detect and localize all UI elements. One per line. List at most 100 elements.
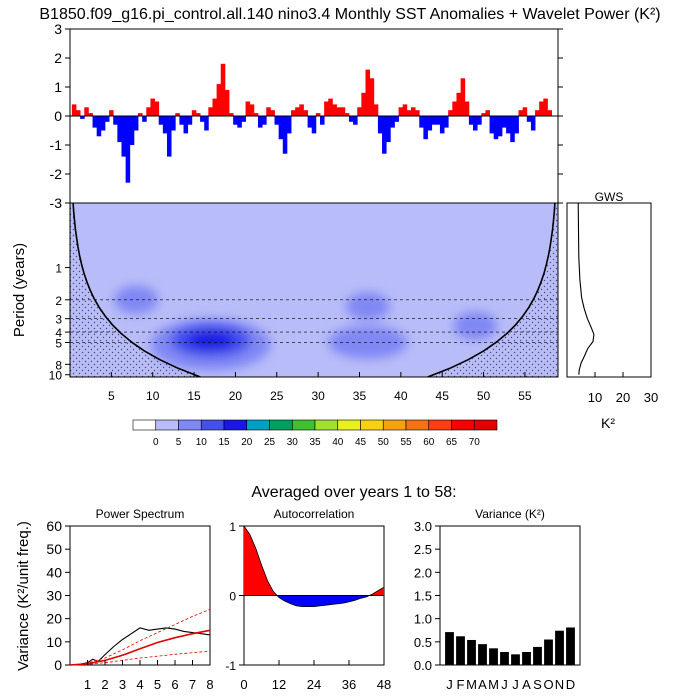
anomaly-bar [332,104,337,116]
variance-month-label: M [466,677,477,692]
variance-ytick-label: 2.0 [414,565,432,580]
anomaly-bar [510,116,515,143]
anomaly-bar [158,116,164,125]
anomaly-ytick-label: 0 [54,108,62,124]
anomaly-bar [361,92,366,116]
colorbar-label: 65 [446,437,458,448]
anomaly-bar [481,113,486,116]
wavelet-ytick-label: 2 [55,294,62,308]
power-spectrum-ytick-label: 30 [46,588,62,604]
anomaly-bar [386,116,391,143]
anomaly-bar [266,107,271,116]
colorbar-label: 55 [400,437,412,448]
anomaly-bar [220,63,226,116]
anomaly-bar [452,101,457,116]
anomaly-bar [191,110,197,116]
anomaly-bar [229,113,234,116]
anomaly-bar [348,116,354,122]
gws-xlabel: K² [601,415,615,431]
autocorrelation-positive-area [244,526,384,596]
wavelet-ylabel: Period (years) [11,243,28,337]
anomaly-bar [357,107,362,116]
anomaly-bar [444,116,449,128]
variance-bar [445,632,454,665]
anomaly-bar [187,116,193,125]
anomaly-bar [382,116,387,154]
anomaly-bar [179,116,184,125]
power-spectrum-xtick-label: 7 [189,677,196,692]
autocorrelation-xtick-label: 36 [342,677,356,692]
power-spectrum-frame [69,525,211,666]
wavelet-power-region [453,311,498,340]
anomaly-bar [154,101,160,116]
wavelet-xtick-label: 10 [146,389,160,403]
power-spectrum-xtick-label: 1 [84,677,91,692]
anomaly-bar [224,89,230,116]
colorbar-swatch [382,419,407,431]
wavelet-xtick-label: 30 [311,389,325,403]
cone-stipple-left [70,203,201,377]
anomaly-bar [299,104,304,116]
autocorrelation-ytick-label: -1 [225,659,236,673]
anomaly-bar [530,116,536,131]
variance-bar [533,646,542,665]
wavelet-xtick-label: 25 [270,389,284,403]
anomaly-ytick-label: 3 [54,21,62,37]
anomaly-bar [96,116,102,137]
anomaly-bar [377,116,383,134]
cone-of-influence-right [427,203,556,377]
anomaly-bar [245,101,251,116]
anomaly-bar [278,116,284,140]
anomaly-bar [415,110,420,116]
anomaly-bar [171,116,176,131]
anomaly-bar [448,110,453,116]
variance-panel: Variance (K²) J F M A M J J A S O N D0.00.51.01.52.… [414,507,581,692]
colorbar-swatch [155,419,179,431]
colorbar-label: 45 [355,437,367,448]
autocorrelation-ytick-label: 0 [229,590,236,604]
autocorrelation-xtick-label: 0 [240,677,247,692]
variance-bar [467,639,476,665]
anomaly-bar [468,116,474,125]
anomaly-bar [109,110,114,116]
gws-xtick-label: 30 [644,390,658,405]
wavelet-xtick-label: 50 [477,389,491,403]
anomaly-bar [489,116,495,134]
anomaly-bar [117,116,122,143]
variance-month-label: O [543,677,553,692]
wavelet-power-region [327,325,408,360]
anomaly-bar [497,116,503,137]
colorbar-swatch [428,419,452,431]
anomaly-bar [460,78,466,116]
anomaly-panel: 3 2 1 0 -1 -2 -3 [50,21,563,211]
gws-xtick-label: 10 [588,390,602,405]
power-spectrum-xtick-label: 3 [119,677,126,692]
anomaly-bar [353,116,358,125]
anomaly-bar [410,107,416,116]
anomaly-bar [311,116,317,134]
power-spectrum-upper-line [69,609,211,666]
anomaly-bar [146,107,151,116]
colorbar-swatch [178,419,202,431]
wavelet-xtick-label: 15 [187,389,201,403]
anomaly-bar [166,116,172,157]
anomaly-bar [71,104,77,116]
anomaly-bar [195,113,201,116]
anomaly-bar [427,116,433,131]
anomaly-bar [113,116,118,125]
anomaly-ytick-label: 2 [54,50,62,66]
anomaly-bar [315,113,321,116]
wavelet-ytick-label: 8 [55,358,62,372]
autocorrelation-line [243,525,385,607]
anomaly-bar [477,116,482,125]
anomaly-bar [253,113,259,116]
anomaly-bar [138,113,143,116]
anomaly-bar [373,104,379,116]
colorbar-swatch [269,419,293,431]
anomaly-bar [104,116,110,122]
anomaly-bar [233,116,238,125]
anomaly-bar [543,98,548,116]
anomaly-bar [324,101,329,116]
power-spectrum-spectrum-line [69,627,211,666]
